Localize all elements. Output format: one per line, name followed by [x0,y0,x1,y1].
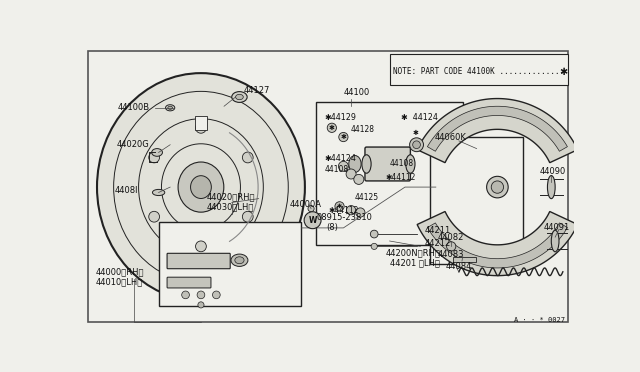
Ellipse shape [356,208,365,217]
FancyBboxPatch shape [167,277,211,288]
Ellipse shape [152,189,164,196]
Ellipse shape [354,174,364,185]
Ellipse shape [406,155,415,173]
Polygon shape [417,212,578,276]
Ellipse shape [349,155,361,173]
Ellipse shape [371,243,378,250]
Ellipse shape [235,257,244,264]
Ellipse shape [197,291,205,299]
Ellipse shape [148,211,159,222]
Text: ✱: ✱ [340,134,346,140]
Text: ✱44112: ✱44112 [328,206,358,215]
Text: 44100B: 44100B [118,103,150,112]
Bar [431,137,523,264]
Ellipse shape [410,138,424,152]
Text: 44212: 44212 [424,239,451,248]
Text: 44083: 44083 [438,250,465,259]
Ellipse shape [196,241,206,252]
Ellipse shape [243,211,253,222]
Ellipse shape [212,291,220,299]
Text: 08915-23810: 08915-23810 [316,214,372,222]
Text: 44200N〈RH〉: 44200N〈RH〉 [386,248,440,257]
Text: W: W [308,216,317,225]
Ellipse shape [335,202,344,211]
Ellipse shape [168,106,172,109]
Text: 44090: 44090 [540,167,566,176]
Text: 44000〈RH〉: 44000〈RH〉 [95,267,144,276]
Ellipse shape [308,206,314,212]
Text: ✱44112: ✱44112 [386,173,416,182]
Bar [452,257,476,262]
Text: 44108: 44108 [390,160,413,169]
Ellipse shape [486,176,508,198]
Ellipse shape [371,230,378,238]
Ellipse shape [243,152,253,163]
Text: ✱44124: ✱44124 [325,154,356,163]
Ellipse shape [198,302,204,308]
Text: 44125: 44125 [355,193,379,202]
Polygon shape [428,223,568,268]
Ellipse shape [178,162,224,212]
Text: ✱: ✱ [559,67,568,77]
Ellipse shape [413,141,420,148]
Ellipse shape [196,122,206,133]
Text: 44000A: 44000A [289,200,321,209]
FancyBboxPatch shape [167,253,230,269]
Ellipse shape [327,123,337,132]
FancyBboxPatch shape [365,147,410,181]
Ellipse shape [182,291,189,299]
Text: 44091: 44091 [543,224,570,232]
Text: 44128: 44128 [351,125,375,134]
Ellipse shape [492,181,504,193]
Ellipse shape [97,73,305,301]
Text: 4408l: 4408l [115,186,138,195]
Ellipse shape [547,176,555,199]
Text: 44211: 44211 [424,227,451,235]
Ellipse shape [362,155,371,173]
Ellipse shape [148,152,159,163]
Ellipse shape [346,206,356,215]
Text: 44060K: 44060K [435,132,466,141]
Text: ✱: ✱ [329,125,335,131]
Text: (8): (8) [326,224,339,232]
Ellipse shape [551,230,559,252]
Text: ✱44129: ✱44129 [325,113,357,122]
Text: 44020G: 44020G [116,140,149,149]
Ellipse shape [236,94,243,100]
Bar [159,222,301,307]
Polygon shape [428,106,568,151]
Text: ✱: ✱ [337,204,342,209]
Bar [316,102,463,245]
Polygon shape [417,99,578,163]
Text: 44010〈LH〉: 44010〈LH〉 [95,277,143,286]
Text: 44100: 44100 [344,88,370,97]
Ellipse shape [339,161,348,171]
Circle shape [304,212,321,229]
Text: 44020〈RH〉: 44020〈RH〉 [207,193,255,202]
Bar [195,116,207,130]
Text: 44127: 44127 [243,86,269,95]
Ellipse shape [232,92,247,102]
Ellipse shape [166,105,175,111]
Bar [390,54,568,85]
Text: ✱: ✱ [413,130,419,136]
Text: 44084: 44084 [446,262,472,271]
Ellipse shape [231,254,248,266]
Text: 44082: 44082 [438,232,465,242]
Text: ✱  44124: ✱ 44124 [401,113,438,122]
Text: NOTE: PART CODE 44100K ..............: NOTE: PART CODE 44100K .............. [393,67,564,76]
Text: 44108: 44108 [325,165,349,174]
Ellipse shape [447,242,456,251]
Ellipse shape [152,148,163,156]
Text: A · · * 0027: A · · * 0027 [514,317,565,323]
Ellipse shape [346,169,356,179]
Ellipse shape [339,132,348,142]
Text: 44201 〈LH〉: 44201 〈LH〉 [390,258,440,267]
Ellipse shape [191,176,211,199]
Text: 44030〈LH〉: 44030〈LH〉 [207,203,255,212]
